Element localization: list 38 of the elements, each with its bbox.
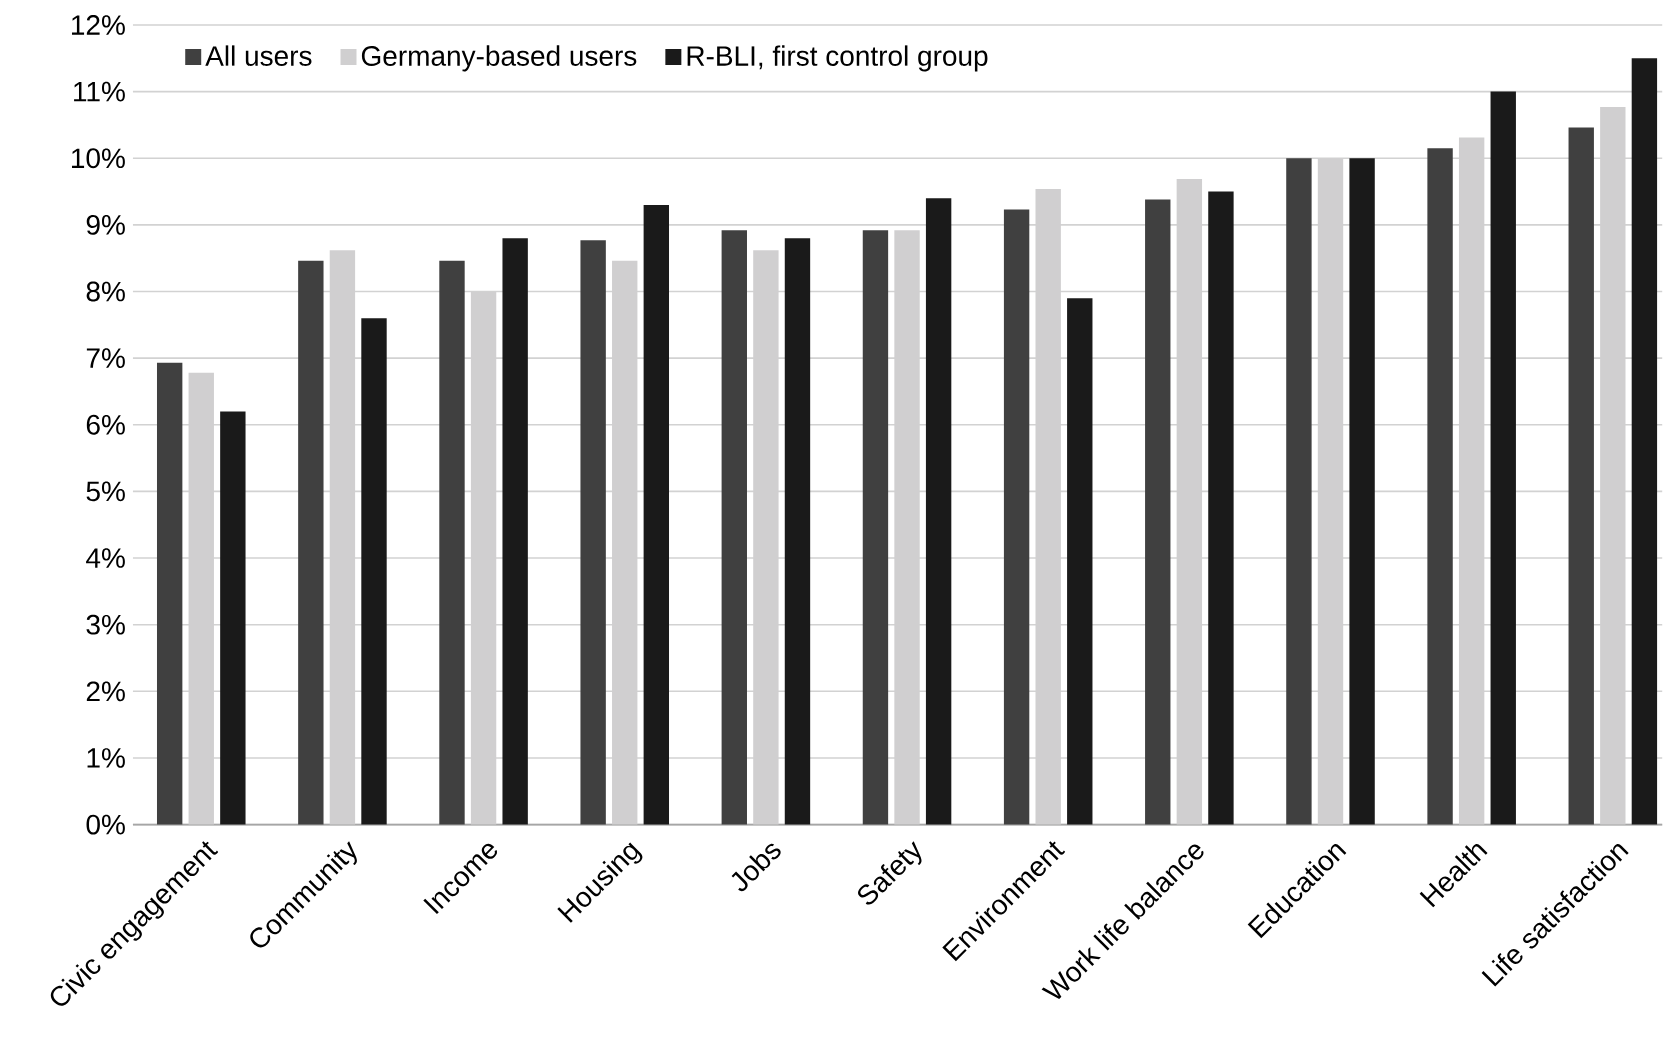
bar — [1208, 191, 1234, 825]
legend-label: All users — [205, 45, 312, 66]
legend-label: Germany-based users — [361, 45, 637, 72]
y-tick-label: 5% — [86, 481, 125, 502]
y-tick-label: 9% — [86, 214, 125, 235]
bar — [1631, 58, 1658, 825]
bar — [784, 237, 811, 825]
bar — [1349, 158, 1375, 825]
y-tick-label: 8% — [86, 281, 125, 302]
y-tick-label: 11% — [74, 81, 125, 102]
y-tick-label: 2% — [86, 681, 125, 701]
bar — [439, 260, 465, 825]
bar — [862, 229, 889, 825]
bar — [1003, 209, 1030, 825]
y-tick-label: 12% — [72, 14, 125, 35]
y-tick-label: 7% — [86, 348, 125, 368]
bar — [1490, 91, 1516, 825]
bar — [1286, 158, 1312, 825]
bar — [298, 260, 324, 825]
bar — [1145, 199, 1171, 825]
y-tick-label: 6% — [86, 414, 125, 435]
bar — [156, 362, 183, 825]
legend-label: R-BLI, first control group — [687, 45, 988, 72]
y-tick-label: 10% — [72, 148, 125, 168]
bar — [361, 317, 387, 825]
y-tick-label: 1% — [87, 747, 125, 768]
bar — [1568, 127, 1594, 825]
bar — [925, 197, 952, 825]
bar — [721, 229, 747, 825]
y-tick-label: 4% — [86, 548, 125, 568]
y-tick-label: 0% — [86, 814, 125, 835]
bar — [220, 411, 246, 825]
bar — [1067, 297, 1093, 825]
bar — [580, 239, 606, 825]
bar — [502, 237, 528, 825]
y-tick-label: 3% — [86, 614, 125, 635]
bar — [1427, 148, 1453, 825]
bar — [643, 204, 670, 825]
